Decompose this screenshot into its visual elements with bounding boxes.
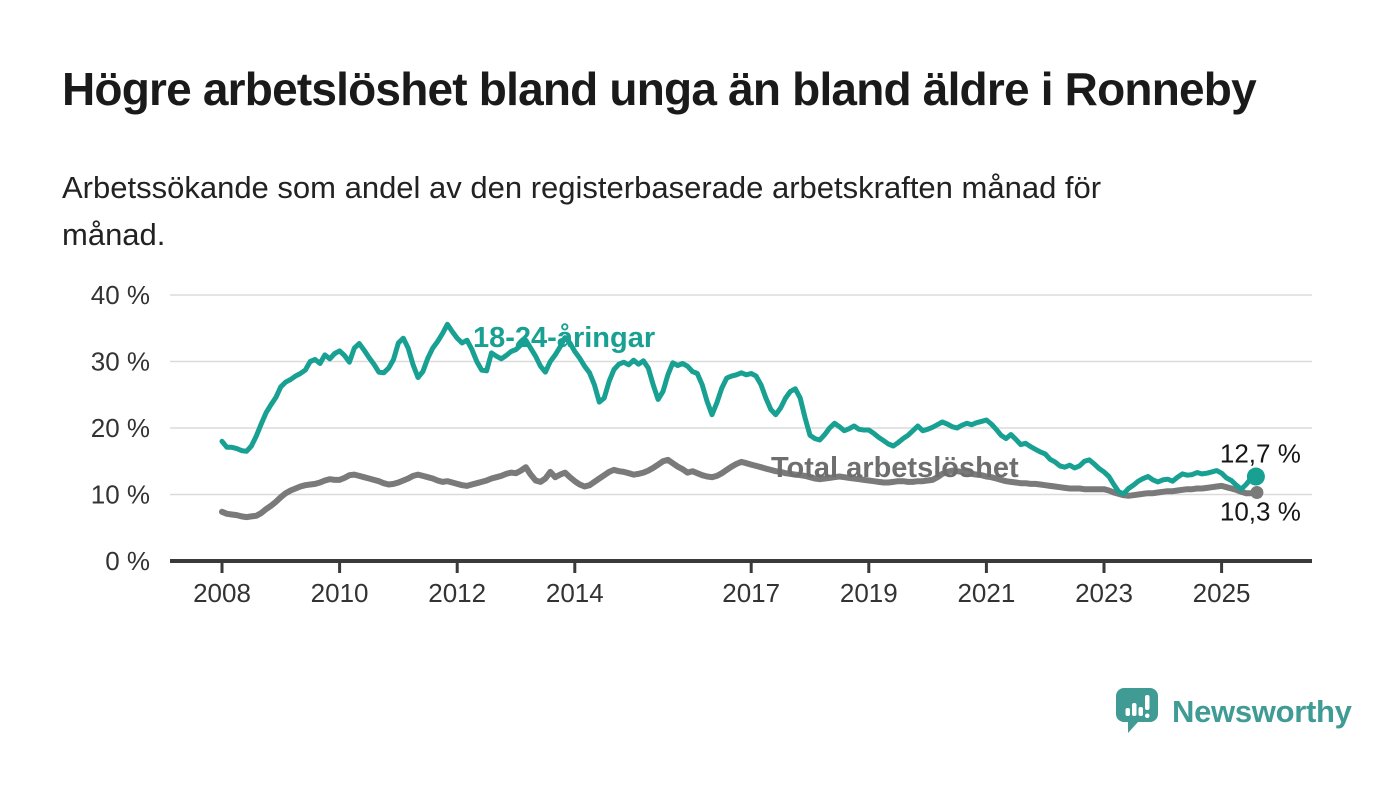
chart-title: Högre arbetslöshet bland unga än bland ä… <box>62 63 1257 115</box>
y-axis-tick-label: 40 % <box>91 280 150 310</box>
subtitle-line-1: Arbetssökande som andel av den registerb… <box>62 170 1102 205</box>
y-axis-tick-label: 0 % <box>105 546 150 576</box>
y-axis-tick-label: 30 % <box>91 347 150 377</box>
newsworthy-logo-icon <box>1116 688 1158 733</box>
x-axis-tick-label: 2023 <box>1075 578 1133 608</box>
x-axis-tick-label: 2025 <box>1193 578 1251 608</box>
y-axis-tick-label: 10 % <box>91 480 150 510</box>
x-axis-tick-label: 2019 <box>840 578 898 608</box>
x-axis-tick-label: 2017 <box>722 578 780 608</box>
end-value-total: 10,3 % <box>1220 497 1301 527</box>
series-line-total <box>219 456 1259 521</box>
newsworthy-branding: Newsworthy <box>1116 688 1352 738</box>
newsworthy-wordmark: Newsworthy <box>1172 694 1352 729</box>
x-axis-tick-label: 2021 <box>957 578 1015 608</box>
subtitle-line-2: månad. <box>62 217 166 252</box>
end-dot-total <box>1250 486 1264 500</box>
x-axis-tick-label: 2012 <box>428 578 486 608</box>
series-label-total: Total arbetslöshet <box>771 452 1019 484</box>
chart-subtitle: Arbetssökande som andel av den registerb… <box>62 164 1282 258</box>
end-dot-youth <box>1246 467 1265 486</box>
series-label-youth: 18-24-åringar <box>473 322 655 354</box>
y-axis-tick-label: 20 % <box>91 413 150 443</box>
series-line-youth <box>219 321 1259 497</box>
end-value-youth: 12,7 % <box>1220 439 1301 469</box>
x-axis-tick-label: 2014 <box>546 578 604 608</box>
x-axis-tick-label: 2010 <box>311 578 369 608</box>
x-axis-tick-label: 2008 <box>193 578 251 608</box>
